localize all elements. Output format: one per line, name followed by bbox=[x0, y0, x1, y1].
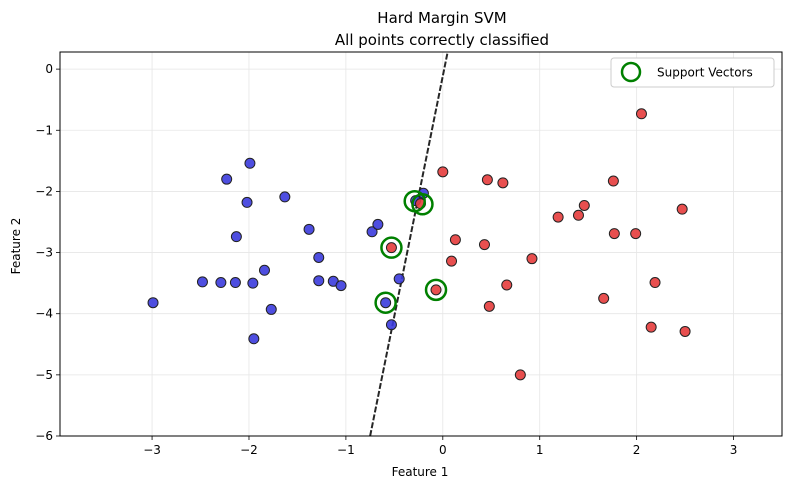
legend-label-support-vectors: Support Vectors bbox=[657, 66, 753, 80]
class-b-point bbox=[552, 211, 564, 223]
class-b-point bbox=[514, 369, 526, 381]
class-a-point bbox=[247, 277, 259, 289]
chart-title: Hard Margin SVM bbox=[377, 9, 506, 27]
y-tick-label: −4 bbox=[35, 307, 53, 321]
class-b-point bbox=[598, 292, 610, 304]
chart-subtitle: All points correctly classified bbox=[335, 31, 549, 49]
x-tick-label: −3 bbox=[143, 443, 161, 457]
class-a-point bbox=[265, 303, 277, 315]
y-tick-label: −6 bbox=[35, 429, 53, 443]
class-b-point bbox=[385, 242, 397, 254]
class-a-point bbox=[229, 277, 241, 289]
class-b-point bbox=[679, 325, 691, 337]
class-b-point bbox=[572, 209, 584, 221]
class-a-point bbox=[335, 280, 347, 292]
class-a-point bbox=[380, 297, 392, 309]
class-b-point bbox=[607, 175, 619, 187]
class-a-point bbox=[244, 157, 256, 169]
class-a-point bbox=[366, 226, 378, 238]
y-tick-label: 0 bbox=[45, 62, 53, 76]
class-b-point bbox=[630, 228, 642, 240]
class-a-point bbox=[393, 273, 405, 285]
decision-boundary bbox=[369, 51, 449, 437]
y-axis-ticks: 0 −1 −2 −3 −4 −5 −6 bbox=[35, 62, 60, 443]
class-a-point bbox=[258, 264, 270, 276]
class-a-point bbox=[230, 231, 242, 243]
class-b-point bbox=[478, 239, 490, 251]
class-b-point bbox=[446, 255, 458, 267]
class-b-point bbox=[437, 166, 449, 178]
support-vector-markers bbox=[374, 189, 448, 314]
decision-boundary-group bbox=[369, 51, 449, 437]
class-a-point bbox=[221, 173, 233, 185]
support-vector-marker bbox=[424, 278, 448, 302]
class-b-point bbox=[449, 234, 461, 246]
support-vector-marker bbox=[411, 193, 434, 216]
support-vector-marker bbox=[380, 236, 403, 259]
class-b-point bbox=[481, 174, 493, 186]
y-tick-label: −5 bbox=[35, 368, 53, 382]
x-tick-label: −2 bbox=[240, 443, 258, 457]
class-a-point bbox=[279, 191, 291, 203]
x-tick-label: 0 bbox=[439, 443, 447, 457]
x-tick-label: 2 bbox=[633, 443, 641, 457]
class-a-point bbox=[372, 218, 384, 230]
y-axis-label: Feature 2 bbox=[9, 218, 23, 275]
class-b-point bbox=[483, 300, 495, 312]
x-tick-label: 3 bbox=[730, 443, 738, 457]
class-b-point bbox=[501, 279, 513, 291]
y-tick-label: −3 bbox=[35, 246, 53, 260]
class-a-point bbox=[385, 319, 397, 331]
y-tick-label: −1 bbox=[35, 123, 53, 137]
class-a-point bbox=[313, 251, 325, 263]
class-b-point bbox=[649, 277, 661, 289]
support-vector-marker bbox=[374, 291, 397, 314]
class-a-point bbox=[248, 333, 260, 345]
data-points bbox=[147, 108, 691, 381]
legend-box bbox=[610, 57, 775, 88]
x-tick-label: −1 bbox=[337, 443, 355, 457]
class-b-point bbox=[676, 203, 688, 215]
class-a-point bbox=[303, 223, 315, 235]
legend-support-vector-marker bbox=[620, 61, 642, 83]
x-axis-label: Feature 1 bbox=[392, 465, 449, 479]
class-b-point bbox=[497, 177, 509, 189]
class-a-point bbox=[196, 276, 208, 288]
plot-area-frame bbox=[59, 51, 783, 437]
class-b-point bbox=[635, 108, 647, 120]
y-tick-label: −2 bbox=[35, 184, 53, 198]
class-a-point bbox=[147, 297, 159, 309]
class-b-point bbox=[526, 253, 538, 265]
x-axis-ticks: −3 −2 −1 0 1 2 3 bbox=[143, 436, 737, 457]
class-a-point bbox=[241, 196, 253, 208]
legend: Support Vectors bbox=[610, 57, 775, 88]
class-b-point bbox=[578, 199, 590, 211]
class-b-point bbox=[608, 228, 620, 240]
class-b-point bbox=[645, 321, 657, 333]
class-b-point bbox=[430, 284, 442, 296]
x-tick-label: 1 bbox=[536, 443, 544, 457]
class-a-point bbox=[215, 277, 227, 289]
class-a-point bbox=[313, 275, 325, 287]
